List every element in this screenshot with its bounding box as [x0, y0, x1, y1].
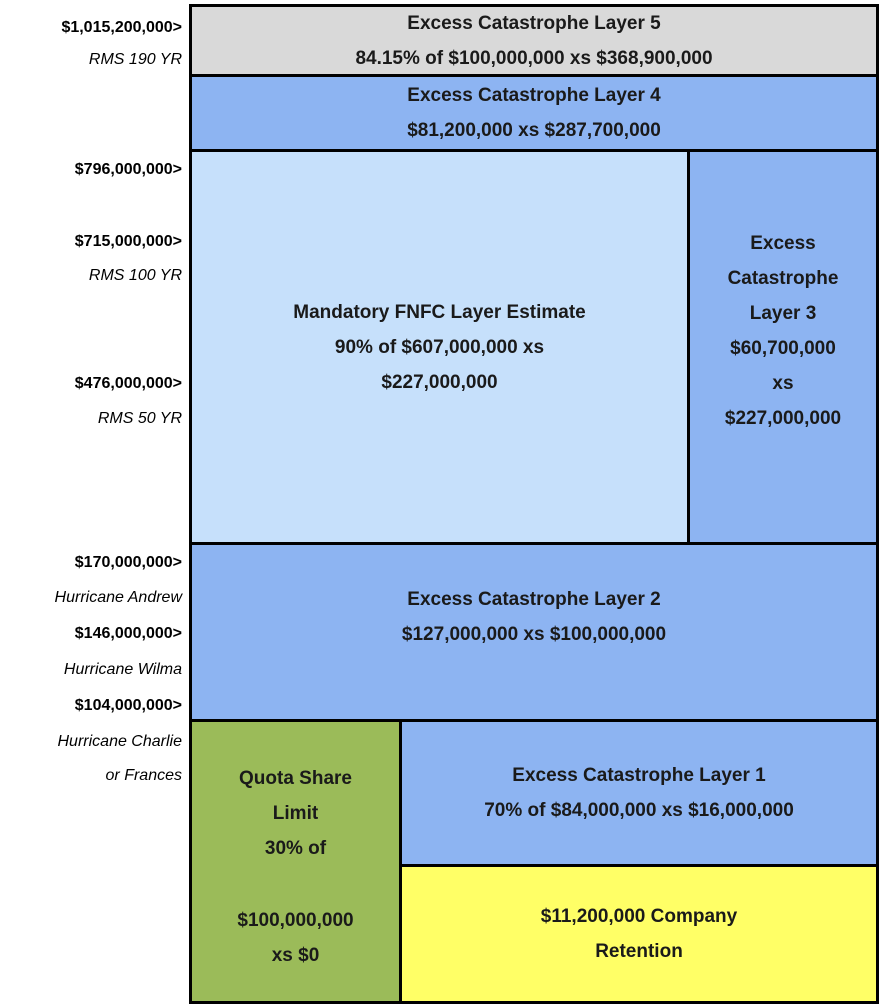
scale-label: RMS 100 YR: [88, 267, 182, 284]
layer-2: Excess Catastrophe Layer 2 $127,000,000 x…: [189, 542, 879, 722]
layer-text: 30% of: [264, 838, 327, 859]
layer-text: $60,700,000: [730, 338, 836, 359]
layer-text: Layer 3: [749, 303, 817, 324]
scale-label: or Frances: [105, 767, 182, 784]
layer-text: 90% of $607,000,000 xs: [334, 336, 545, 358]
layer-text: xs: [772, 373, 794, 394]
scale-label: RMS 190 YR: [88, 51, 182, 68]
retention: $11,200,000 Company Retention: [399, 864, 879, 1004]
layer-text: Excess Catastrophe Layer 5: [407, 12, 661, 34]
scale-label: Hurricane Andrew: [54, 589, 182, 606]
layer-5: Excess Catastrophe Layer 5 84.15% of $100…: [189, 4, 879, 77]
scale-label: $796,000,000>: [74, 161, 182, 178]
scale-label: $104,000,000>: [74, 697, 182, 714]
layer-text: $81,200,000 xs $287,700,000: [407, 120, 661, 141]
scale-label: $170,000,000>: [74, 554, 182, 571]
scale-label: $715,000,000>: [74, 233, 182, 250]
scale-label: $146,000,000>: [74, 625, 182, 642]
layer-text: $227,000,000: [724, 408, 842, 429]
layer-text: xs $0: [271, 945, 320, 966]
layer-text: Excess: [750, 233, 816, 254]
layer-text: $100,000,000: [237, 910, 354, 931]
scale-label: RMS 50 YR: [97, 410, 182, 427]
layer-text: Excess Catastrophe Layer 2: [407, 589, 661, 610]
scale-label: $1,015,200,000>: [61, 19, 182, 36]
layer-text: Retention: [595, 941, 683, 962]
layer-text: Excess Catastrophe Layer 1: [512, 765, 766, 786]
layer-text: 84.15% of $100,000,000 xs $368,900,000: [355, 47, 713, 69]
layer-text: Catastrophe: [727, 268, 839, 289]
fnfc-layer: Mandatory FNFC Layer Estimate 90% of $607…: [189, 149, 690, 545]
layer-text: Mandatory FNFC Layer Estimate: [293, 301, 586, 323]
layer-4: Excess Catastrophe Layer 4 $81,200,000 xs…: [189, 74, 879, 152]
quota-share: Quota Share Limit 30% of $100,000,000 xs $0: [189, 719, 402, 1004]
layer-3: Excess Catastrophe Layer 3 $60,700,000 xs $22…: [687, 149, 879, 545]
layer-text: 70% of $84,000,000 xs $16,000,000: [484, 800, 794, 821]
layer-text: $127,000,000 xs $100,000,000: [401, 624, 667, 645]
layer-text: Limit: [272, 803, 319, 824]
layer-text: $227,000,000: [381, 371, 498, 393]
scale-label: Hurricane Charlie: [57, 733, 183, 750]
scale-label: Hurricane Wilma: [63, 661, 182, 678]
layer-text: Quota Share: [239, 768, 352, 789]
layer-text: Excess Catastrophe Layer 4: [407, 85, 661, 106]
scale-label: $476,000,000>: [74, 375, 182, 392]
layer-1: Excess Catastrophe Layer 1 70% of $84,000…: [399, 719, 879, 867]
layer-text: $11,200,000 Company: [540, 906, 738, 927]
